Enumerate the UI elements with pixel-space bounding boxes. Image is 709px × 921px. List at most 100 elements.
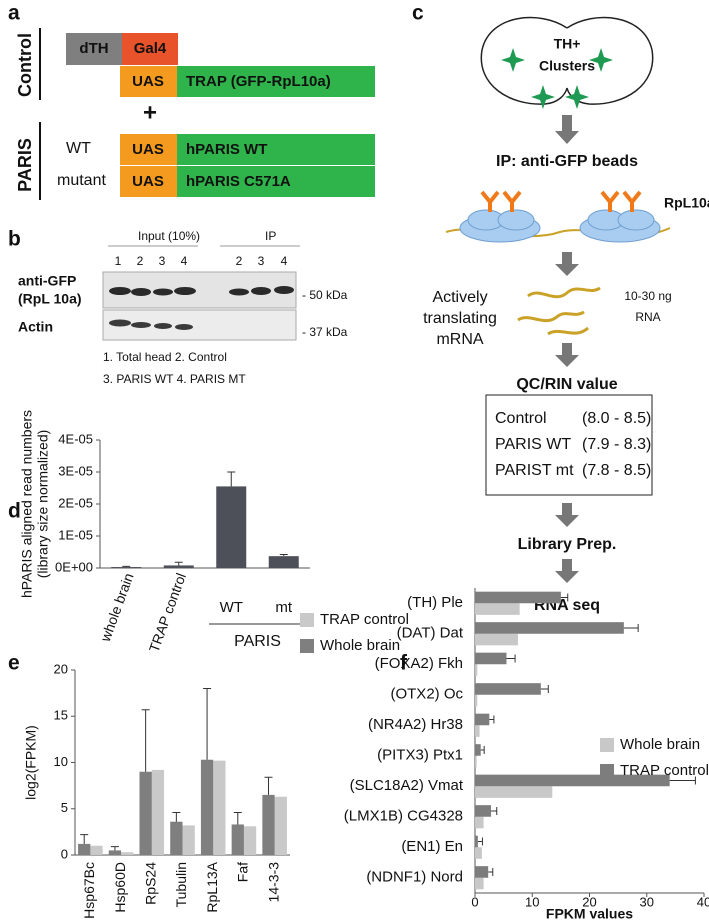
- error-bar: [669, 776, 696, 785]
- label: RpL10a: [664, 195, 709, 211]
- legend-swatch: [300, 639, 314, 653]
- x-tick-label: 14-3-3: [265, 862, 281, 903]
- bar: [170, 821, 183, 855]
- y-tick-label: 1E-05: [58, 527, 93, 542]
- group-label: Control: [15, 33, 35, 97]
- legend-label: TRAP control: [320, 611, 409, 628]
- marker: - 37 kDa: [302, 325, 348, 339]
- bar: [139, 771, 152, 855]
- step: Library Prep.: [518, 536, 617, 553]
- bar: [475, 786, 553, 798]
- label: RNA: [635, 310, 660, 324]
- bar: [475, 835, 478, 848]
- x-tick-label: mt: [275, 599, 292, 616]
- bar: [475, 725, 480, 737]
- panel-a: a Control PARIS dTH Gal4 UAS TRAP (GFP-R…: [8, 2, 375, 200]
- y-tick-label: (NDNF1) Nord: [366, 869, 463, 886]
- y-axis-label: hPARIS aligned read numbers: [19, 410, 35, 598]
- box-label: UAS: [132, 141, 164, 158]
- error-bar: [488, 867, 494, 876]
- lane: 4: [281, 254, 288, 268]
- label: mRNA: [436, 331, 483, 348]
- error-bar: [491, 806, 498, 815]
- bar: [475, 633, 518, 646]
- lane: 2: [137, 254, 144, 268]
- x-tick-label: TRAP control: [146, 571, 189, 654]
- table-box: [485, 394, 653, 496]
- x-tick-label: Faf: [235, 862, 251, 882]
- bar: [475, 805, 492, 817]
- bar: [268, 556, 299, 568]
- panel-label: c: [412, 2, 424, 25]
- error-bar: [480, 745, 485, 754]
- label: 10-30 ng: [624, 289, 671, 303]
- cell: Control: [495, 410, 547, 427]
- error-bar: [279, 554, 288, 557]
- bar: [475, 755, 477, 768]
- bar: [475, 652, 507, 665]
- header: Input (10%): [138, 229, 200, 243]
- stars: [501, 48, 613, 109]
- x-tick-label: WT: [220, 599, 243, 616]
- arrows: [555, 115, 579, 583]
- legend-label: Whole brain: [620, 736, 700, 753]
- error-bar: [489, 715, 495, 724]
- error-bar: [80, 834, 89, 844]
- error-bar: [233, 811, 242, 825]
- box-label: hPARIS WT: [186, 141, 267, 158]
- bands: [109, 286, 294, 296]
- y-tick-label: (EN1) En: [401, 838, 463, 855]
- x-axis-label: FPKM values: [546, 906, 633, 921]
- bar: [182, 825, 195, 855]
- bar: [163, 565, 194, 568]
- x-tick-label: RpS24: [142, 862, 158, 905]
- label: Clusters: [539, 58, 595, 74]
- bar: [475, 744, 481, 756]
- y-tick-label: 10: [54, 754, 68, 769]
- error-bar: [203, 688, 212, 760]
- bar: [475, 664, 478, 676]
- y-tick-label: 0: [61, 846, 68, 861]
- y-tick-label: (SLC18A2) Vmat: [350, 777, 464, 794]
- mrna: [517, 286, 601, 336]
- box: [122, 33, 178, 65]
- y-tick-label: 2E-05: [58, 495, 93, 510]
- group-label: PARIS: [234, 633, 281, 650]
- x-tick-label: 30: [640, 894, 654, 909]
- row-label: mutant: [57, 172, 106, 189]
- row-label: Actin: [18, 319, 53, 335]
- bar: [231, 824, 244, 855]
- legend-swatch: [600, 738, 614, 752]
- y-tick-label: 15: [54, 708, 68, 723]
- cell: (7.9 - 8.3): [582, 436, 651, 453]
- legend-line: 1. Total head 2. Control: [103, 350, 227, 364]
- error-bar: [172, 811, 181, 822]
- error-bar: [540, 684, 549, 693]
- beads: [459, 209, 661, 243]
- legend-swatch: [600, 764, 614, 778]
- box: [120, 134, 177, 165]
- marker: - 50 kDa: [302, 288, 348, 302]
- box-label: TRAP (GFP-RpL10a): [186, 73, 331, 90]
- error-bar: [560, 593, 569, 602]
- bar: [475, 683, 541, 695]
- y-axis-label: (library size normalized): [35, 430, 51, 579]
- bar: [475, 816, 484, 829]
- error-bar: [122, 565, 131, 568]
- brain-outline: [480, 16, 654, 105]
- bar: [111, 567, 142, 568]
- lane: 3: [258, 254, 265, 268]
- x-tick-label: Hsp67Bc: [81, 862, 97, 919]
- box: [177, 66, 375, 97]
- legend-line: 3. PARIS WT 4. PARIS MT: [103, 372, 246, 386]
- label: Actively: [432, 289, 487, 306]
- lane: 4: [181, 254, 188, 268]
- x-tick-label: Tubulin: [173, 862, 189, 907]
- box: [120, 66, 177, 97]
- box: [120, 166, 177, 197]
- step: IP: anti-GFP beads: [496, 153, 638, 170]
- label: translating: [423, 310, 497, 327]
- group-label: PARIS: [15, 138, 35, 192]
- legend-label: Whole brain: [320, 637, 400, 654]
- bar: [200, 759, 214, 855]
